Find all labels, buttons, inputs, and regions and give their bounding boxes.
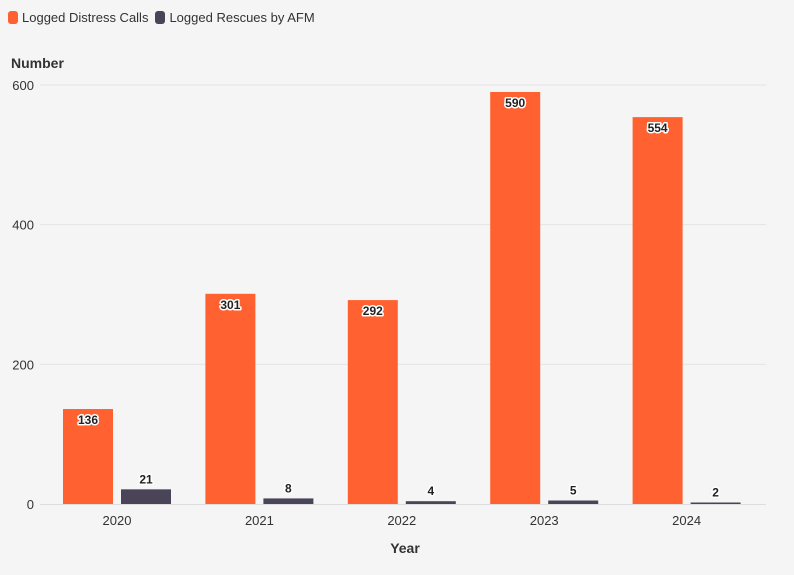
- x-tick-label-2022: 2022: [387, 513, 416, 528]
- data-label-rescues-2024: 2: [712, 486, 719, 500]
- bar-distress-calls-2023: [490, 91, 541, 504]
- y-axis-ticks: 0 200 400 600: [12, 78, 34, 512]
- legend-label-distress-calls: Logged Distress Calls: [22, 10, 149, 25]
- legend-label-rescues: Logged Rescues by AFM: [169, 10, 315, 25]
- bar-rescues-2020: [121, 489, 171, 504]
- bar-rescues-2022: [405, 501, 456, 504]
- bar-rescues-2024: [690, 502, 741, 504]
- legend-item-distress-calls[interactable]: Logged Distress Calls: [8, 10, 148, 25]
- bar-distress-calls-2020: [63, 409, 113, 504]
- legend-swatch-distress-calls: [8, 11, 18, 24]
- x-tick-label-2024: 2024: [672, 513, 701, 528]
- bar-rescues-2023: [548, 500, 599, 504]
- data-label-distress-calls-2022: 292: [363, 304, 383, 318]
- y-tick-label-400: 400: [12, 218, 34, 233]
- y-tick-label-200: 200: [12, 357, 34, 372]
- legend-swatch-rescues: [155, 11, 166, 24]
- bar-distress-calls-2022: [347, 300, 398, 504]
- x-axis-title: Year: [390, 540, 420, 556]
- data-label-distress-calls-2021: 301: [220, 298, 240, 312]
- bar-distress-calls-2024: [632, 117, 683, 504]
- data-label-rescues-2020: 21: [139, 472, 153, 486]
- data-label-distress-calls-2024: 554: [648, 121, 668, 135]
- chart-legend: Logged Distress Calls Logged Rescues by …: [8, 10, 315, 25]
- x-tick-label-2020: 2020: [103, 513, 132, 528]
- y-tick-label-600: 600: [12, 78, 34, 93]
- x-tick-label-2021: 2021: [245, 513, 274, 528]
- legend-item-rescues[interactable]: Logged Rescues by AFM: [155, 10, 315, 25]
- bars-group: 136 21 301 8 292 4 590 5 554 2: [63, 91, 741, 504]
- data-label-distress-calls-2023: 590: [505, 96, 525, 110]
- bar-rescues-2021: [263, 498, 314, 504]
- data-label-rescues-2022: 4: [427, 484, 434, 498]
- y-axis-title: Number: [11, 55, 64, 71]
- bar-distress-calls-2021: [205, 293, 256, 504]
- x-axis-ticks: 2020 2021 2022 2023 2024: [103, 513, 702, 528]
- data-label-rescues-2021: 8: [285, 481, 292, 495]
- data-label-rescues-2023: 5: [570, 484, 577, 498]
- x-tick-label-2023: 2023: [530, 513, 559, 528]
- data-label-distress-calls-2020: 136: [78, 413, 98, 427]
- y-tick-label-0: 0: [27, 497, 34, 512]
